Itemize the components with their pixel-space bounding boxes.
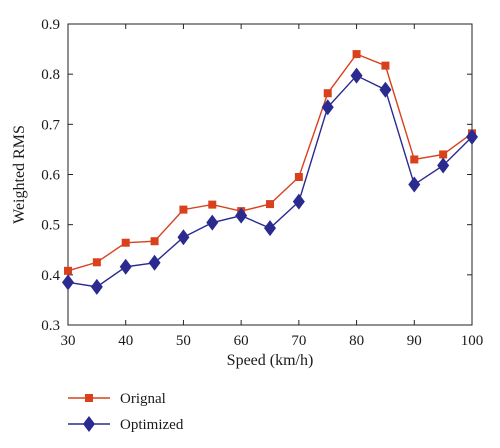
data-point [90, 278, 103, 295]
data-point [321, 99, 334, 116]
series-1 [62, 67, 478, 295]
x-axis-label: Speed (km/h) [227, 352, 314, 369]
legend-entry: Orignal [68, 391, 166, 407]
y-tick-label: 0.5 [41, 218, 60, 234]
x-tick-label: 30 [61, 333, 76, 349]
x-tick-label: 70 [291, 333, 306, 349]
data-point [350, 67, 363, 84]
data-point [266, 200, 274, 209]
series-0 [64, 50, 476, 275]
data-point [379, 81, 392, 98]
series-layer [62, 50, 478, 295]
data-point [177, 229, 190, 246]
data-point [150, 237, 159, 246]
data-point [294, 173, 303, 182]
legend-entry: Optimized [68, 416, 184, 433]
data-point [408, 176, 421, 193]
data-point [119, 258, 132, 275]
data-point [208, 200, 217, 209]
data-point [466, 128, 478, 145]
x-tick-label: 50 [176, 333, 191, 349]
data-point [264, 220, 276, 237]
data-point [437, 157, 450, 174]
legend-marker [85, 394, 93, 402]
data-point [121, 238, 130, 247]
x-tick-label: 40 [118, 333, 133, 349]
data-point [352, 50, 361, 59]
data-point [92, 258, 101, 267]
legend-marker [83, 416, 95, 432]
y-tick-label: 0.4 [41, 268, 60, 284]
data-point [179, 205, 188, 214]
axis-ticks: 30 40 50 60 70 80 90 100 0.3 0.4 0.5 0.6 0.7 0.8 0.9 [41, 17, 483, 349]
y-tick-label: 0.6 [41, 168, 60, 184]
data-point [148, 254, 161, 271]
data-point [323, 89, 332, 98]
x-tick-label: 100 [461, 333, 484, 349]
y-tick-label: 0.8 [41, 67, 60, 83]
plot-area: 30 40 50 60 70 80 90 100 0.3 0.4 0.5 0.6 0.7 0.8 0.9 [41, 17, 483, 349]
data-point [381, 61, 390, 70]
x-tick-label: 60 [234, 333, 249, 349]
y-tick-label: 0.3 [41, 318, 60, 334]
x-tick-label: 90 [407, 333, 422, 349]
data-point [64, 266, 72, 275]
data-point [292, 193, 305, 210]
legend-label: Orignal [120, 391, 166, 407]
data-point [62, 274, 74, 291]
legend-label: Optimized [120, 417, 184, 433]
y-tick-label: 0.9 [41, 17, 60, 33]
y-axis-label: Weighted RMS [11, 125, 28, 224]
legend: Orignal Optimized [68, 391, 184, 433]
y-tick-label: 0.7 [41, 117, 60, 133]
data-point [439, 150, 448, 159]
x-tick-label: 80 [349, 333, 364, 349]
data-point [235, 207, 248, 224]
data-point [206, 214, 219, 231]
data-point [410, 155, 419, 164]
